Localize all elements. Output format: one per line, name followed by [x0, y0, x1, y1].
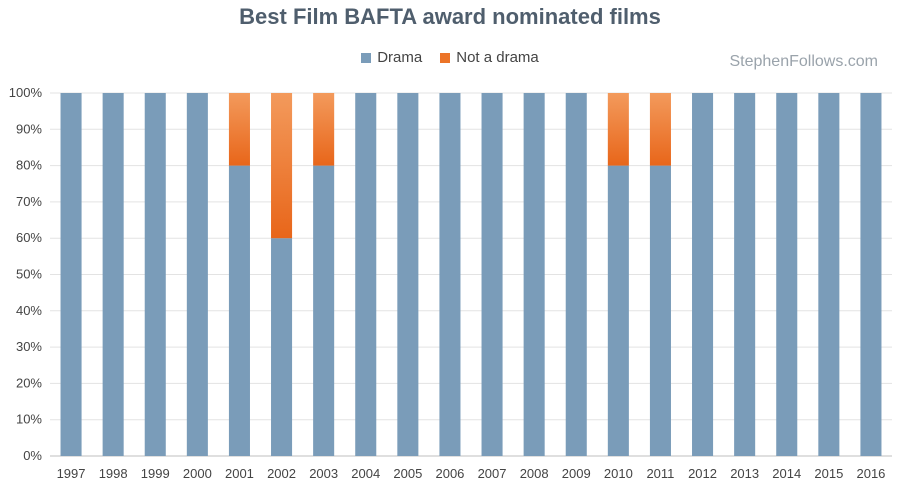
bar-drama: [860, 93, 882, 456]
y-tick-label: 70%: [16, 194, 42, 209]
bar-drama: [565, 93, 587, 456]
y-tick-label: 40%: [16, 303, 42, 318]
x-tick-label: 2014: [772, 466, 801, 481]
x-tick-label: 2007: [478, 466, 507, 481]
bar-not-a-drama: [649, 93, 671, 166]
bar-not-a-drama: [228, 93, 250, 166]
legend-label-drama: Drama: [377, 49, 423, 66]
x-tick-label: 2005: [393, 466, 422, 481]
bar-drama: [355, 93, 377, 456]
bar-not-a-drama: [271, 93, 293, 239]
bar-drama: [649, 165, 671, 456]
y-tick-label: 90%: [16, 121, 42, 136]
x-tick-label: 2009: [562, 466, 591, 481]
bar-drama: [734, 93, 756, 456]
y-tick-label: 0%: [23, 448, 42, 463]
bar-drama: [271, 238, 293, 456]
bar-drama: [818, 93, 840, 456]
legend-swatch-not-a-drama: [440, 52, 451, 63]
legend-item-not-a-drama: Not a drama: [440, 49, 539, 66]
y-tick-label: 20%: [16, 375, 42, 390]
chart-legend: Drama Not a drama: [0, 49, 900, 66]
x-tick-label: 2004: [351, 466, 380, 481]
y-tick-label: 100%: [9, 85, 43, 100]
x-tick-label: 2001: [225, 466, 254, 481]
x-tick-label: 2000: [183, 466, 212, 481]
bar-drama: [144, 93, 166, 456]
legend-swatch-drama: [361, 52, 372, 63]
y-tick-label: 10%: [16, 412, 42, 427]
bar-drama: [102, 93, 124, 456]
bar-drama: [228, 165, 250, 456]
bar-drama: [60, 93, 82, 456]
x-tick-label: 1999: [141, 466, 170, 481]
x-tick-label: 2002: [267, 466, 296, 481]
x-tick-label: 1997: [57, 466, 86, 481]
y-tick-label: 80%: [16, 158, 42, 173]
bar-not-a-drama: [313, 93, 335, 166]
bar-drama: [481, 93, 503, 456]
y-tick-label: 30%: [16, 339, 42, 354]
x-tick-label: 2015: [814, 466, 843, 481]
bar-drama: [186, 93, 208, 456]
legend-item-drama: Drama: [361, 49, 422, 66]
x-tick-label: 2013: [730, 466, 759, 481]
x-tick-label: 1998: [99, 466, 128, 481]
x-tick-label: 2006: [435, 466, 464, 481]
x-tick-label: 2016: [856, 466, 885, 481]
bar-drama: [776, 93, 798, 456]
legend-label-not-a-drama: Not a drama: [456, 49, 539, 66]
watermark: StephenFollows.com: [729, 53, 878, 70]
x-tick-label: 2003: [309, 466, 338, 481]
y-tick-label: 60%: [16, 230, 42, 245]
x-tick-label: 2008: [520, 466, 549, 481]
bar-drama: [692, 93, 714, 456]
bar-drama: [313, 165, 335, 456]
bar-not-a-drama: [607, 93, 629, 166]
y-tick-label: 50%: [16, 267, 42, 282]
x-tick-label: 2012: [688, 466, 717, 481]
bar-drama: [523, 93, 545, 456]
x-tick-label: 2011: [646, 466, 674, 481]
x-tick-label: 2010: [604, 466, 633, 481]
chart-title: Best Film BAFTA award nominated films: [239, 4, 661, 29]
bar-drama: [607, 165, 629, 456]
bar-drama: [439, 93, 461, 456]
bar-drama: [397, 93, 419, 456]
